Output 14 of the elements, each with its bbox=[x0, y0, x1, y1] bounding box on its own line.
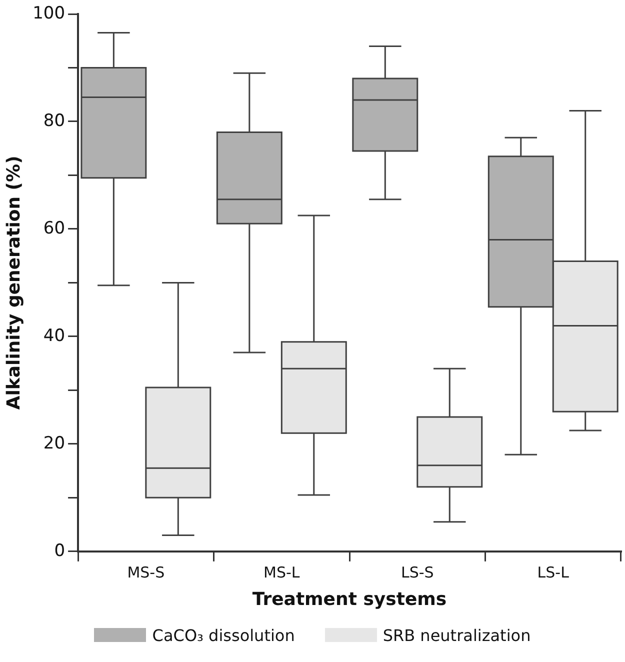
legend-label: CaCO₃ dissolution bbox=[152, 626, 295, 644]
y-tick-label: 40 bbox=[43, 326, 66, 346]
y-tick-label: 20 bbox=[43, 433, 66, 454]
x-tick-label: MS-S bbox=[127, 563, 165, 582]
x-tick-label: LS-L bbox=[537, 563, 570, 582]
y-tick-label: 100 bbox=[32, 3, 66, 24]
y-tick-label: 80 bbox=[43, 110, 66, 131]
legend-label: SRB neutralization bbox=[382, 626, 531, 644]
x-tick-label: LS-S bbox=[400, 563, 434, 582]
y-axis-title: Alkalinity generation (%) bbox=[3, 156, 24, 410]
y-tick-label: 60 bbox=[43, 218, 66, 238]
y-tick-label: 0 bbox=[54, 540, 66, 561]
x-tick-label: MS-L bbox=[264, 563, 300, 582]
x-axis-title: Treatment systems bbox=[252, 588, 447, 610]
